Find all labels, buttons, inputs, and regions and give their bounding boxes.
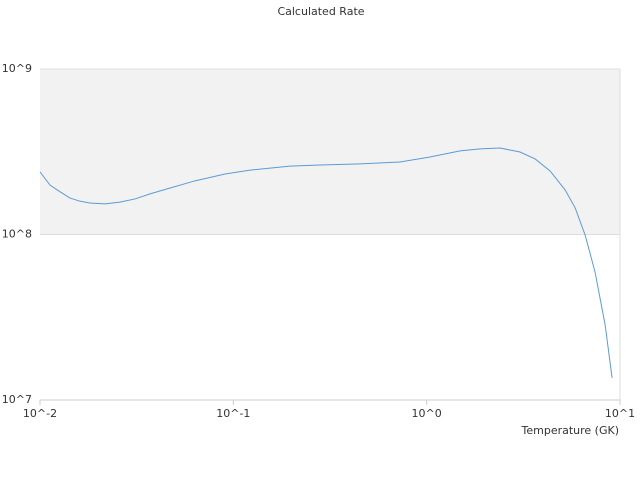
x-tick-label: 10^-2 bbox=[23, 407, 57, 420]
x-tick-label: 10^1 bbox=[605, 407, 635, 420]
x-tick-label: 10^-1 bbox=[216, 407, 250, 420]
chart-title: Calculated Rate bbox=[277, 5, 364, 18]
plot-band bbox=[40, 69, 620, 235]
y-tick-label: 10^8 bbox=[2, 228, 32, 241]
y-tick-label: 10^7 bbox=[2, 393, 32, 406]
data-line bbox=[39, 147, 613, 378]
y-tick-label: 10^9 bbox=[2, 62, 32, 75]
x-tick-label: 10^0 bbox=[412, 407, 442, 420]
x-axis-label: Temperature (GK) bbox=[521, 424, 620, 437]
